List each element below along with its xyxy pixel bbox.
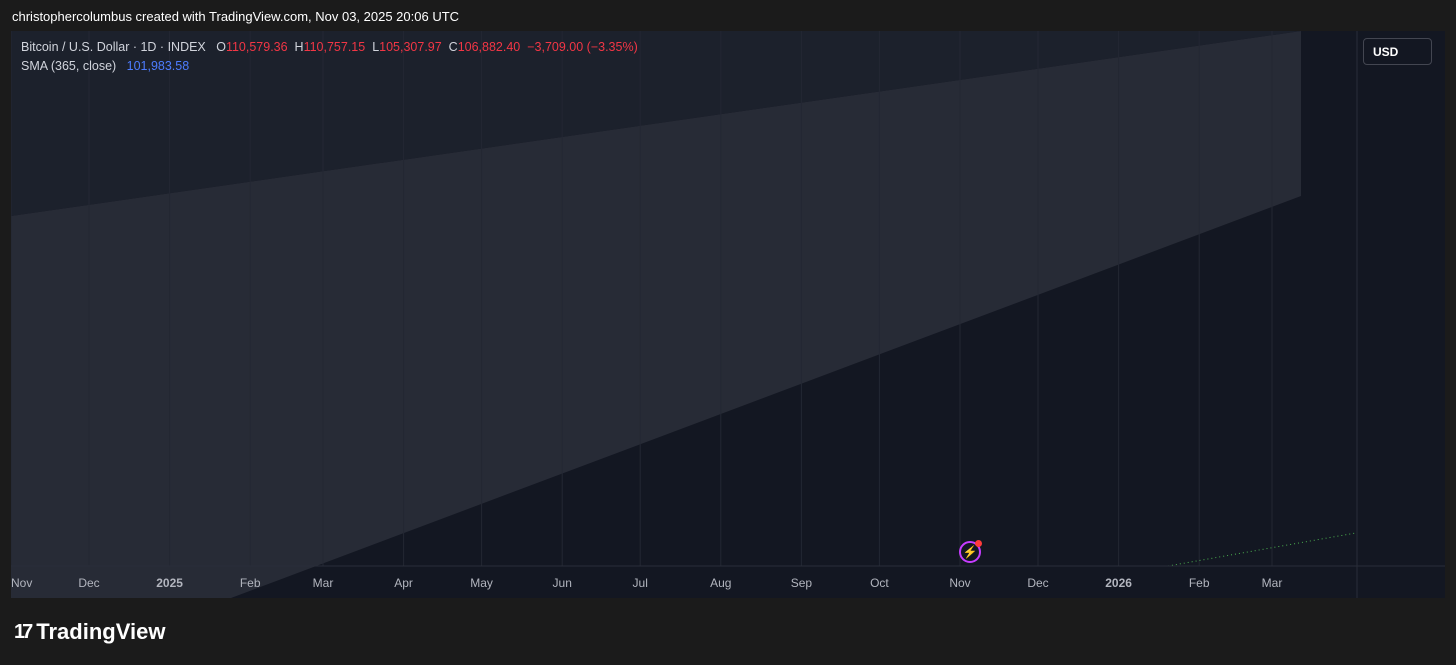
time-tick-label: Mar <box>1262 576 1283 590</box>
channel-upper-shade <box>11 31 1301 216</box>
time-tick-label: Apr <box>394 576 413 590</box>
time-tick-label: Feb <box>240 576 261 590</box>
time-tick-label: Nov <box>949 576 970 590</box>
legend-ohlc-row: Bitcoin / U.S. Dollar · 1D · INDEX O110,… <box>21 40 638 59</box>
parallel-channel <box>11 31 1301 598</box>
grid-layer <box>11 31 1273 566</box>
time-tick-label: Nov <box>11 576 32 590</box>
brand-name: TradingView <box>36 619 166 644</box>
legend-low: 105,307.97 <box>379 40 442 54</box>
time-tick-label: Mar <box>313 576 334 590</box>
chart-legend: Bitcoin / U.S. Dollar · 1D · INDEX O110,… <box>21 40 638 78</box>
time-tick-label: Jul <box>633 576 648 590</box>
horizontal-ray-layer <box>1167 530 1368 567</box>
axes-layer: 140,000.00130,000.00122,000.00114,000.00… <box>11 31 1445 598</box>
legend-sma-label[interactable]: SMA (365, close) <box>21 59 117 73</box>
green-trend-line <box>1167 530 1368 567</box>
tradingview-logo-icon: 17 <box>14 620 33 643</box>
chart-frame[interactable]: 00.2360.3820.50.6180.7861 140,000.00130,… <box>11 31 1445 598</box>
alert-dot-icon <box>975 540 982 547</box>
time-tick-label: Sep <box>791 576 813 590</box>
time-tick-label: 2026 <box>1105 576 1132 590</box>
legend-open-label: O <box>216 40 226 54</box>
time-tick-label: Aug <box>710 576 731 590</box>
time-tick-label: 2025 <box>156 576 183 590</box>
legend-close-label: C <box>448 40 458 54</box>
time-tick-label: Feb <box>1189 576 1210 590</box>
legend-sma-row: SMA (365, close) 101,983.58 <box>21 59 638 78</box>
time-tick-label: Jun <box>553 576 572 590</box>
legend-close: 106,882.40 <box>457 40 521 54</box>
currency-button[interactable]: USD <box>1363 38 1432 65</box>
chart-credit: christophercolumbus created with Trading… <box>12 9 460 24</box>
legend-high-label: H <box>294 40 304 54</box>
price-chart[interactable]: 00.2360.3820.50.6180.7861 140,000.00130,… <box>11 31 1445 598</box>
legend-high: 110,757.15 <box>303 40 366 54</box>
time-tick-label: May <box>470 576 493 590</box>
tradingview-brand[interactable]: 17 TradingView <box>14 619 165 645</box>
time-tick-label: Dec <box>1027 576 1048 590</box>
legend-sma-value: 101,983.58 <box>126 59 190 73</box>
channel-layer <box>11 31 1301 598</box>
time-tick-label: Oct <box>870 576 889 590</box>
lightning-alert-icon[interactable]: ⚡ <box>959 540 982 563</box>
legend-low-label: L <box>372 40 380 54</box>
legend-change: −3,709.00 (−3.35%) <box>527 40 638 54</box>
price-axis-panel <box>1357 31 1445 598</box>
time-tick-label: Dec <box>78 576 99 590</box>
legend-symbol[interactable]: Bitcoin / U.S. Dollar · 1D · INDEX <box>21 40 206 54</box>
legend-open: 110,579.36 <box>225 40 288 54</box>
